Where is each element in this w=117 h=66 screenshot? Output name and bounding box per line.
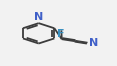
Text: N: N — [89, 38, 98, 48]
Text: N: N — [34, 12, 43, 22]
Text: F: F — [57, 29, 65, 39]
